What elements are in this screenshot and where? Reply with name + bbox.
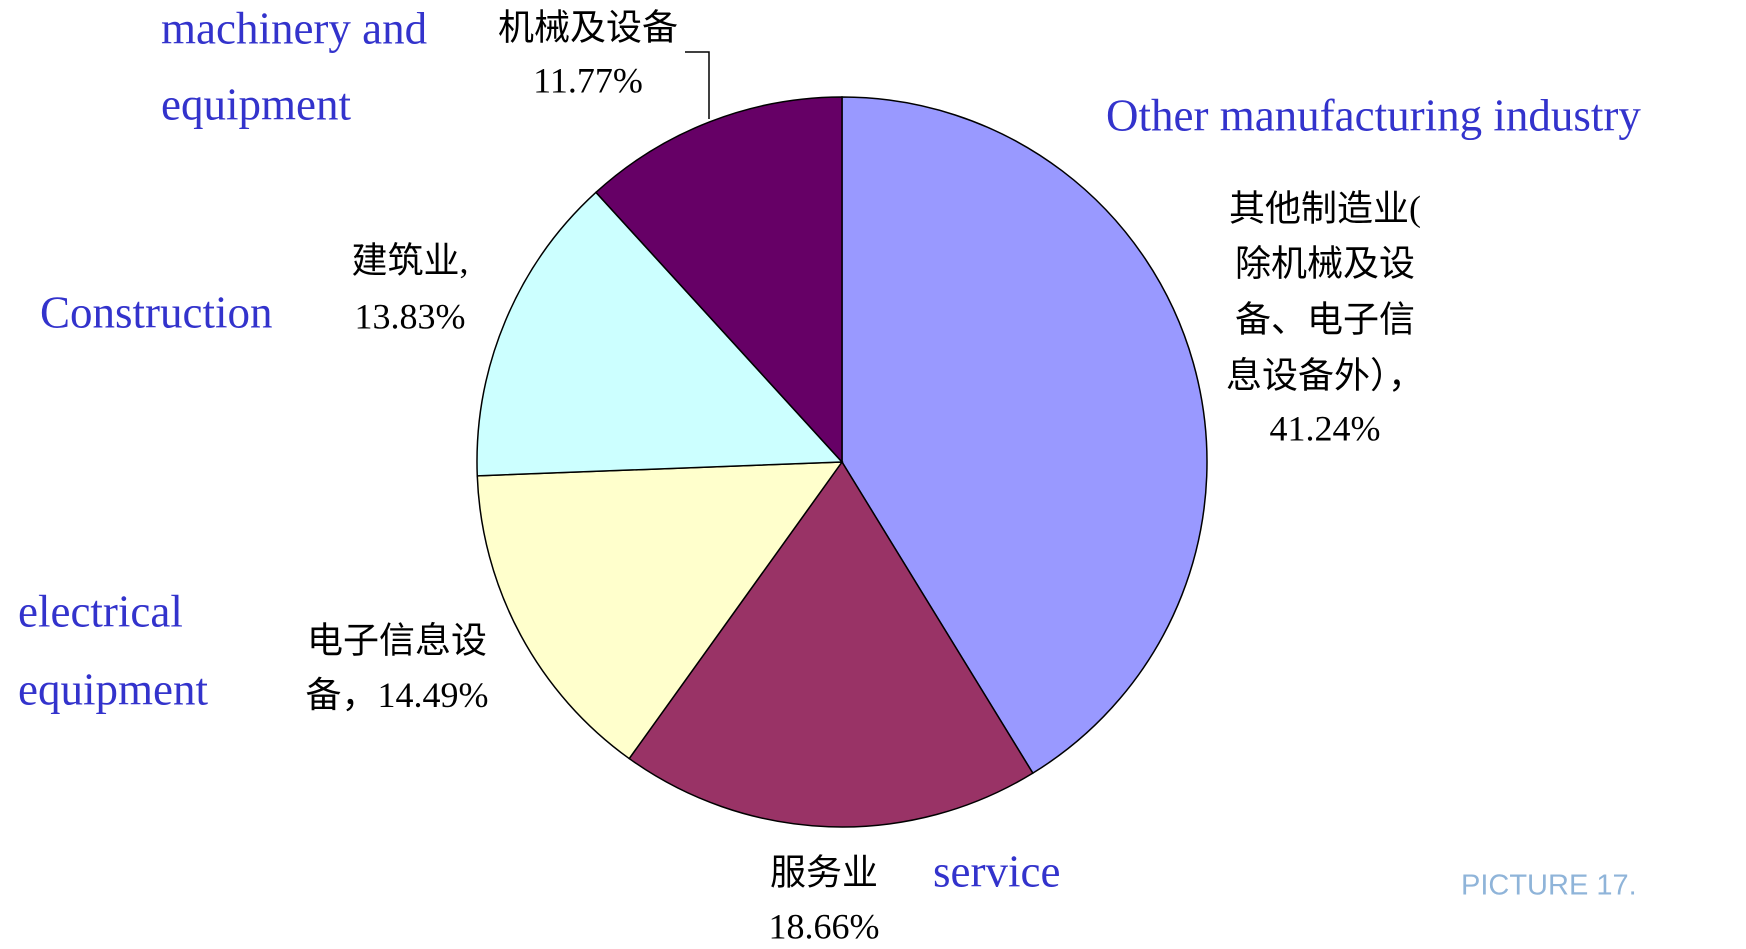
label-zh: 备、电子信: [1235, 299, 1415, 339]
label-zh: 服务业: [770, 852, 878, 892]
label-zh: 息设备外），: [1226, 355, 1424, 395]
pie-slice: [476, 191, 844, 477]
value-label: 13.83%: [355, 296, 466, 336]
value-label: 14.49%: [378, 675, 489, 715]
label-zh: 除机械及设: [1235, 243, 1415, 283]
label-en: service: [933, 846, 1060, 896]
label-zh: 备，: [305, 675, 377, 715]
label-en: equipment: [18, 664, 208, 714]
label-en: Other manufacturing industry: [1106, 90, 1641, 140]
label-en: electrical: [18, 586, 183, 636]
label-zh: 其他制造业(: [1229, 188, 1421, 228]
value-label: 11.77%: [533, 60, 643, 100]
caption: PICTURE 17.: [1461, 870, 1637, 902]
label-en: machinery and: [161, 3, 427, 53]
pie-slice: [594, 96, 843, 464]
label-zh: 电子信息设: [307, 620, 487, 660]
label-en: equipment: [161, 79, 351, 129]
value-label: 41.24%: [1270, 408, 1381, 448]
value-label: 18.66%: [769, 906, 880, 946]
pie-slice: [628, 460, 1034, 828]
label-en: Construction: [40, 287, 273, 337]
pie-slice: [476, 461, 844, 760]
leader-line: [685, 51, 710, 119]
label-line: 备，14.49%: [305, 675, 488, 715]
pie: [476, 96, 1208, 828]
label-zh: 机械及设备: [498, 7, 678, 47]
label-zh: 建筑业,: [351, 240, 468, 280]
pie-slice: [841, 96, 1208, 775]
